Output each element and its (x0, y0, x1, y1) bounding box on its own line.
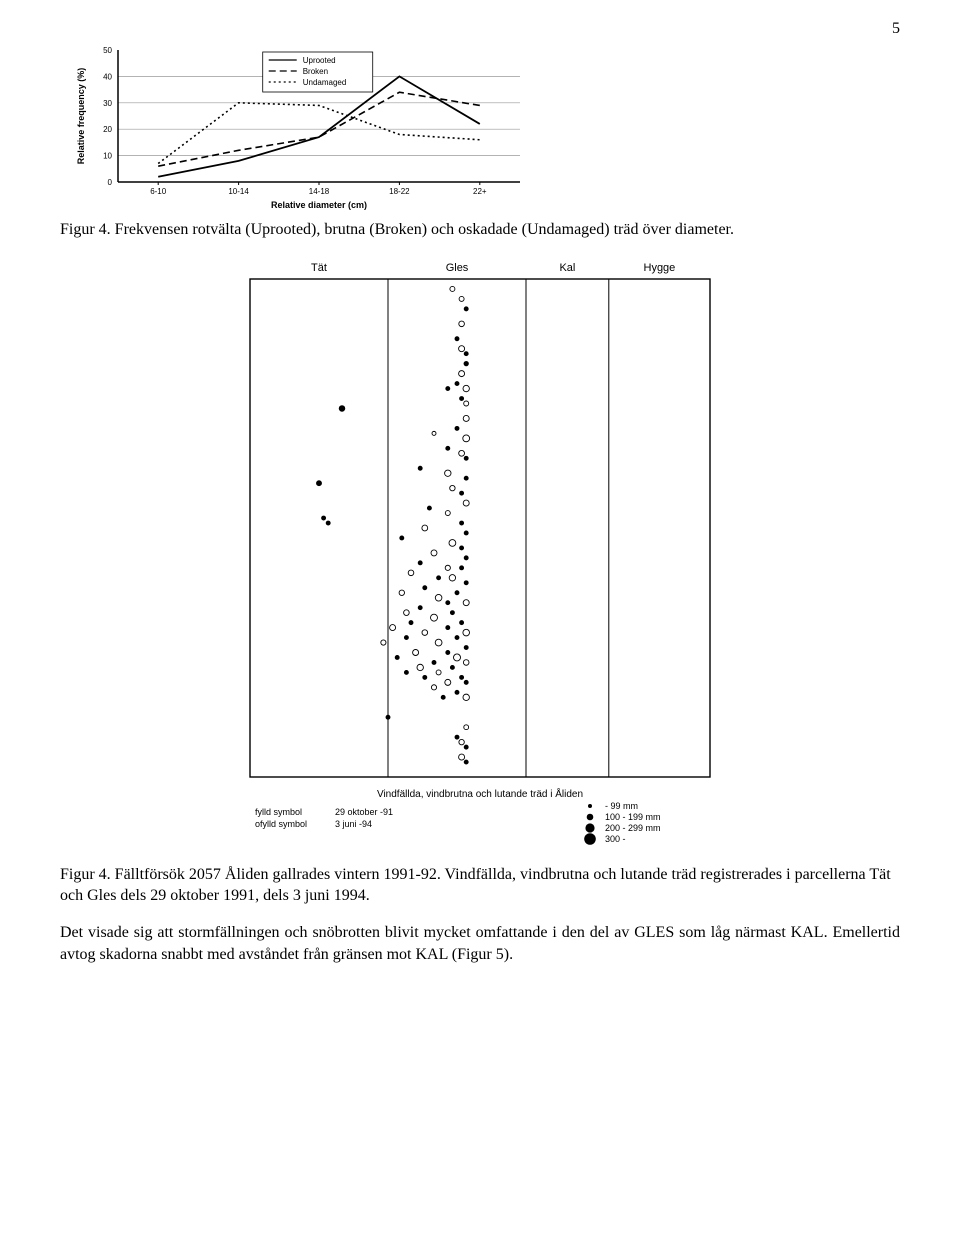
body-paragraph: Det visade sig att stormfällningen och s… (60, 922, 900, 965)
svg-text:10: 10 (103, 152, 112, 161)
svg-text:300 -: 300 - (605, 834, 626, 844)
svg-text:Kal: Kal (559, 262, 575, 274)
svg-text:14-18: 14-18 (309, 187, 330, 196)
svg-text:40: 40 (103, 72, 112, 81)
svg-text:200 - 299 mm: 200 - 299 mm (605, 823, 661, 833)
svg-text:6-10: 6-10 (150, 187, 167, 196)
scatter-figure: Tät Gles Kal Hygge Vindfällda, vindbrutna oc… (220, 257, 740, 857)
figure4-caption-1: Figur 4. Frekvensen rotvälta (Uprooted),… (60, 220, 900, 241)
svg-text:18-22: 18-22 (389, 187, 410, 196)
svg-text:0: 0 (108, 178, 113, 187)
svg-text:Tät: Tät (311, 262, 327, 274)
svg-text:3 juni -94: 3 juni -94 (335, 819, 372, 829)
svg-text:fylld symbol: fylld symbol (255, 807, 302, 817)
svg-text:Uprooted: Uprooted (303, 56, 336, 65)
svg-text:29 oktober -91: 29 oktober -91 (335, 807, 393, 817)
svg-text:Relative diameter (cm): Relative diameter (cm) (271, 200, 367, 210)
svg-text:20: 20 (103, 125, 112, 134)
svg-text:10-14: 10-14 (228, 187, 249, 196)
svg-text:Undamaged: Undamaged (303, 78, 347, 87)
svg-text:Relative frequency (%): Relative frequency (%) (76, 68, 86, 165)
page-number: 5 (60, 20, 900, 38)
svg-text:- 99 mm: - 99 mm (605, 801, 638, 811)
svg-text:30: 30 (103, 99, 112, 108)
figure4-caption-2: Figur 4. Fälltförsök 2057 Åliden gallrad… (60, 865, 900, 907)
svg-text:100 - 199 mm: 100 - 199 mm (605, 812, 661, 822)
svg-text:Hygge: Hygge (644, 262, 676, 274)
svg-text:Gles: Gles (446, 262, 469, 274)
svg-text:ofylld symbol: ofylld symbol (255, 819, 307, 829)
line-chart: 0 10 20 30 40 50 6-10 10-14 14-18 18-22 22+ Relativ… (70, 42, 900, 212)
svg-text:Vindfällda, vindbrutna och lut: Vindfällda, vindbrutna och lutande träd … (377, 787, 583, 800)
svg-text:50: 50 (103, 46, 112, 55)
svg-text:22+: 22+ (473, 187, 487, 196)
svg-text:Broken: Broken (303, 67, 328, 76)
